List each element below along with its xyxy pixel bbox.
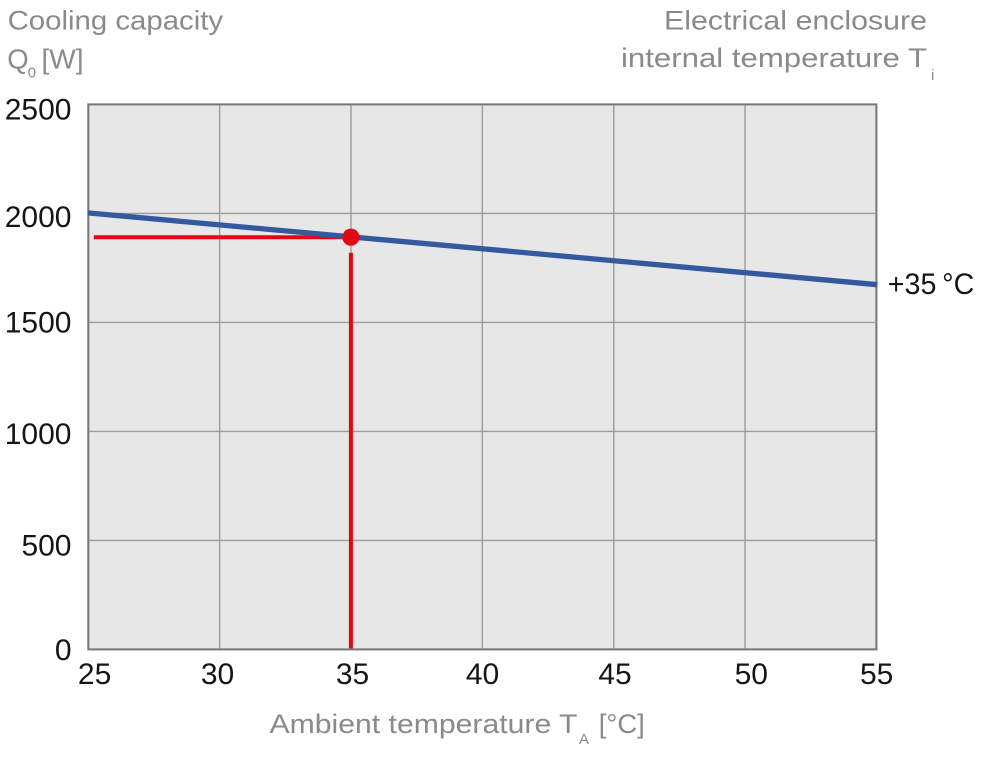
svg-text:55: 55	[860, 658, 893, 691]
svg-text:Electrical enclosure: Electrical enclosure	[664, 5, 927, 35]
svg-text:Ambient temperature T: Ambient temperature T	[270, 709, 578, 739]
svg-text:1500: 1500	[5, 307, 72, 340]
svg-text:500: 500	[21, 530, 71, 563]
svg-text:Q: Q	[7, 43, 28, 74]
svg-text:40: 40	[466, 658, 499, 691]
svg-text:0: 0	[28, 65, 36, 82]
svg-text:2500: 2500	[5, 94, 72, 127]
svg-text:i: i	[931, 67, 934, 84]
svg-text:+35 °C: +35 °C	[888, 268, 975, 301]
svg-text:30: 30	[201, 658, 234, 691]
svg-text:[°C]: [°C]	[599, 709, 645, 739]
svg-text:0: 0	[55, 634, 72, 667]
svg-text:Cooling capacity: Cooling capacity	[8, 5, 224, 35]
svg-text:50: 50	[735, 658, 768, 691]
svg-text:1000: 1000	[5, 418, 72, 451]
svg-text:2000: 2000	[5, 201, 72, 234]
svg-text:[W]: [W]	[42, 43, 84, 74]
svg-text:45: 45	[598, 658, 631, 691]
svg-text:internal temperature T: internal temperature T	[621, 43, 927, 73]
svg-text:35: 35	[336, 658, 369, 691]
svg-text:25: 25	[78, 658, 111, 691]
svg-text:A: A	[579, 731, 589, 748]
